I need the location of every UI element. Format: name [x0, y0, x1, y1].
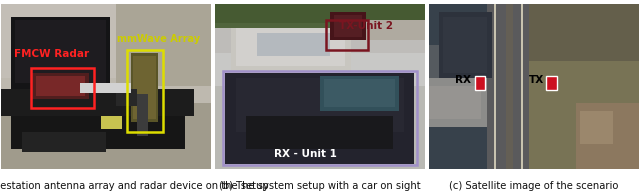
- Text: RX: RX: [455, 75, 471, 85]
- Text: mmWave Array: mmWave Array: [116, 34, 200, 44]
- Bar: [127, 50, 163, 132]
- Text: TX-Unit 2: TX-Unit 2: [339, 21, 393, 31]
- Text: (c) Satellite image of the scenario: (c) Satellite image of the scenario: [449, 181, 618, 191]
- Text: RX - Unit 1: RX - Unit 1: [274, 149, 337, 159]
- Bar: [223, 71, 417, 165]
- Text: TX: TX: [529, 75, 544, 85]
- Text: (b) The system setup with a car on sight: (b) The system setup with a car on sight: [219, 181, 421, 191]
- Text: FMCW Radar: FMCW Radar: [14, 49, 89, 59]
- Bar: [326, 20, 368, 50]
- Bar: [547, 76, 557, 90]
- Bar: [475, 76, 486, 90]
- Text: (a) The basestation antenna array and radar device on the setup: (a) The basestation antenna array and ra…: [0, 181, 269, 191]
- Bar: [31, 68, 93, 108]
